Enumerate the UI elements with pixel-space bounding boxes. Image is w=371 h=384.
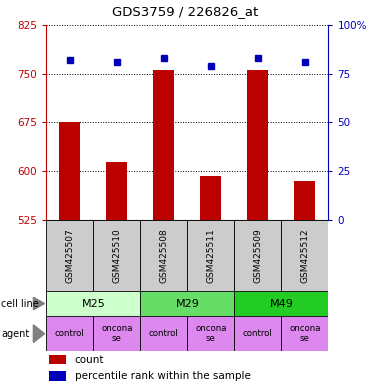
Bar	[140, 291, 234, 316]
Text: control: control	[55, 329, 85, 338]
Text: control: control	[243, 329, 273, 338]
Bar	[140, 220, 187, 291]
Text: GDS3759 / 226826_at: GDS3759 / 226826_at	[112, 5, 259, 18]
Bar	[234, 316, 281, 351]
Bar	[187, 220, 234, 291]
Text: GSM425507: GSM425507	[65, 228, 74, 283]
Bar	[49, 371, 66, 381]
Bar	[46, 316, 93, 351]
Bar	[59, 122, 81, 220]
Bar	[247, 71, 268, 220]
Text: cell line: cell line	[1, 298, 39, 309]
Bar	[281, 316, 328, 351]
Polygon shape	[33, 325, 45, 343]
Bar	[294, 181, 315, 220]
Bar	[106, 162, 128, 220]
Text: percentile rank within the sample: percentile rank within the sample	[75, 371, 250, 381]
Bar	[46, 220, 93, 291]
Bar	[49, 355, 66, 364]
Polygon shape	[33, 297, 45, 310]
Bar	[140, 316, 187, 351]
Text: GSM425512: GSM425512	[301, 228, 309, 283]
Text: agent: agent	[1, 329, 29, 339]
Text: M49: M49	[269, 298, 293, 309]
Text: M25: M25	[82, 298, 105, 309]
Text: GSM425511: GSM425511	[206, 228, 215, 283]
Bar	[93, 220, 140, 291]
Bar	[46, 291, 140, 316]
Bar	[234, 220, 281, 291]
Bar	[93, 316, 140, 351]
Text: M29: M29	[175, 298, 199, 309]
Text: GSM425508: GSM425508	[160, 228, 168, 283]
Text: control: control	[149, 329, 179, 338]
Bar	[234, 291, 328, 316]
Text: oncona
se: oncona se	[101, 324, 132, 343]
Text: count: count	[75, 355, 104, 365]
Text: oncona
se: oncona se	[289, 324, 321, 343]
Bar	[187, 316, 234, 351]
Bar	[281, 220, 328, 291]
Text: GSM425510: GSM425510	[112, 228, 121, 283]
Bar	[200, 177, 221, 220]
Text: oncona
se: oncona se	[195, 324, 227, 343]
Text: GSM425509: GSM425509	[253, 228, 262, 283]
Bar	[153, 71, 174, 220]
